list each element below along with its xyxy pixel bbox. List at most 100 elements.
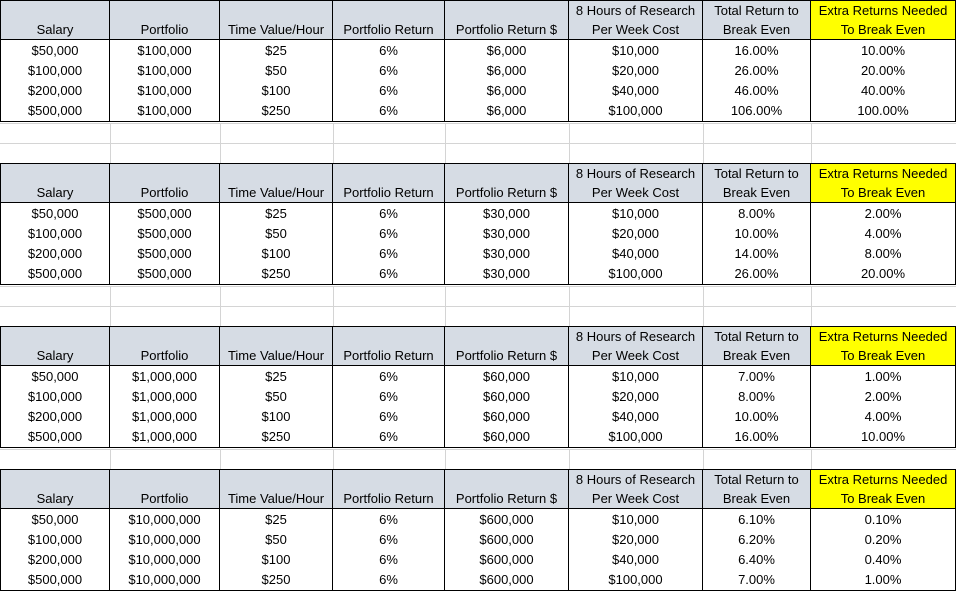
table-cell[interactable]: $30,000 [483,246,530,261]
table-cell[interactable]: 6% [379,409,398,424]
table-cell[interactable]: 6% [379,226,398,241]
table-cell[interactable]: 0.40% [864,552,902,567]
table-cell[interactable]: 16.00% [734,429,779,444]
table-cell[interactable]: $30,000 [483,266,530,281]
table-cell[interactable]: 2.00% [864,206,902,221]
table-cell[interactable]: 4.00% [864,226,902,241]
table-cell[interactable]: $250 [261,103,291,118]
table-cell[interactable]: $200,000 [27,246,83,261]
table-cell[interactable]: 26.00% [734,266,779,281]
table-cell[interactable]: $60,000 [483,409,530,424]
table-cell[interactable]: $500,000 [27,266,83,281]
table-cell[interactable]: $100,000 [27,63,83,78]
table-cell[interactable]: $6,000 [486,43,527,58]
table-cell[interactable]: 6% [379,512,398,527]
table-cell[interactable]: $50 [265,226,287,241]
table-cell[interactable]: $30,000 [483,206,530,221]
table-cell[interactable]: 6% [379,532,398,547]
table-cell[interactable]: $50 [265,389,287,404]
table-cell[interactable]: 2.00% [864,389,902,404]
table-cell[interactable]: 8.00% [864,246,902,261]
table-cell[interactable]: 16.00% [734,43,779,58]
table-cell[interactable]: $100 [261,246,291,261]
table-cell[interactable]: 6% [379,103,398,118]
table-cell[interactable]: 6.40% [738,552,775,567]
table-cell[interactable]: $100,000 [608,572,663,587]
table-cell[interactable]: $100 [261,83,291,98]
table-cell[interactable]: $250 [261,572,291,587]
table-cell[interactable]: $100,000 [27,389,83,404]
table-cell[interactable]: $100,000 [137,83,192,98]
table-cell[interactable]: $600,000 [479,512,534,527]
table-cell[interactable]: $100,000 [27,226,83,241]
table-cell[interactable]: 6% [379,429,398,444]
table-cell[interactable]: $200,000 [27,83,83,98]
table-cell[interactable]: $25 [265,206,287,221]
table-cell[interactable]: $50,000 [31,206,79,221]
table-cell[interactable]: 1.00% [864,572,902,587]
table-cell[interactable]: 6% [379,83,398,98]
table-cell[interactable]: $10,000 [612,43,659,58]
table-cell[interactable]: 0.20% [864,532,902,547]
table-cell[interactable]: $10,000 [612,512,659,527]
table-cell[interactable]: 8.00% [738,206,775,221]
table-cell[interactable]: 4.00% [864,409,902,424]
table-cell[interactable]: $100,000 [27,532,83,547]
table-cell[interactable]: $200,000 [27,552,83,567]
table-cell[interactable]: 6% [379,552,398,567]
table-cell[interactable]: $50,000 [31,512,79,527]
table-cell[interactable]: 8.00% [738,389,775,404]
table-cell[interactable]: $100 [261,552,291,567]
table-cell[interactable]: 0.10% [864,512,902,527]
table-cell[interactable]: $60,000 [483,429,530,444]
table-cell[interactable]: $10,000,000 [128,532,201,547]
table-cell[interactable]: $40,000 [612,83,659,98]
table-cell[interactable]: 6% [379,63,398,78]
table-cell[interactable]: $40,000 [612,246,659,261]
table-cell[interactable]: $40,000 [612,409,659,424]
table-cell[interactable]: $6,000 [486,63,527,78]
table-cell[interactable]: $20,000 [612,389,659,404]
table-cell[interactable]: 6% [379,572,398,587]
table-cell[interactable]: 40.00% [860,83,906,98]
table-cell[interactable]: $20,000 [612,532,659,547]
table-cell[interactable]: 6% [379,389,398,404]
table-cell[interactable]: $60,000 [483,389,530,404]
table-cell[interactable]: $250 [261,266,291,281]
table-cell[interactable]: $20,000 [612,63,659,78]
table-cell[interactable]: $100,000 [608,266,663,281]
table-cell[interactable]: 10.00% [860,429,906,444]
table-cell[interactable]: $10,000,000 [128,552,201,567]
table-cell[interactable]: $10,000,000 [128,512,201,527]
table-cell[interactable]: $6,000 [486,103,527,118]
table-cell[interactable]: $60,000 [483,369,530,384]
table-cell[interactable]: 6.10% [738,512,775,527]
table-cell[interactable]: 7.00% [738,369,775,384]
table-cell[interactable]: 10.00% [860,43,906,58]
table-cell[interactable]: $500,000 [137,206,192,221]
table-cell[interactable]: $20,000 [612,226,659,241]
table-cell[interactable]: 106.00% [730,103,783,118]
table-cell[interactable]: 6% [379,246,398,261]
table-cell[interactable]: $600,000 [479,552,534,567]
table-cell[interactable]: $50,000 [31,369,79,384]
table-cell[interactable]: $500,000 [27,103,83,118]
table-cell[interactable]: $100 [261,409,291,424]
table-cell[interactable]: $500,000 [137,246,192,261]
table-cell[interactable]: 6.20% [738,532,775,547]
table-cell[interactable]: $10,000 [612,206,659,221]
table-cell[interactable]: $100,000 [608,429,663,444]
table-cell[interactable]: $100,000 [137,63,192,78]
table-cell[interactable]: $500,000 [137,266,192,281]
table-cell[interactable]: $200,000 [27,409,83,424]
table-cell[interactable]: 100.00% [857,103,909,118]
table-cell[interactable]: 6% [379,369,398,384]
table-cell[interactable]: $1,000,000 [131,429,198,444]
table-cell[interactable]: $500,000 [27,429,83,444]
table-cell[interactable]: $100,000 [137,103,192,118]
table-cell[interactable]: $50 [265,532,287,547]
table-cell[interactable]: $1,000,000 [131,389,198,404]
table-cell[interactable]: $6,000 [486,83,527,98]
table-cell[interactable]: 20.00% [860,266,906,281]
table-cell[interactable]: 6% [379,266,398,281]
